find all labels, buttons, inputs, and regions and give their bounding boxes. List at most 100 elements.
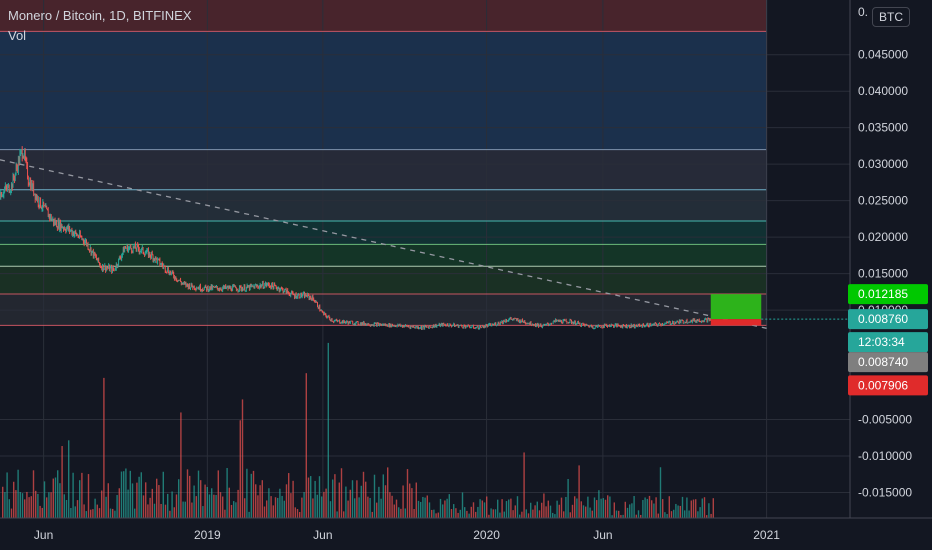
- volume-bar: [303, 492, 305, 518]
- volume-bar: [657, 513, 659, 518]
- volume-bar: [446, 498, 448, 518]
- time-tick-label: Jun: [313, 528, 332, 542]
- volume-bar: [464, 507, 466, 518]
- volume-bar: [230, 504, 233, 518]
- currency-badge[interactable]: BTC: [872, 7, 910, 27]
- volume-bar: [274, 497, 277, 518]
- volume-bar: [70, 507, 72, 518]
- volume-bar: [567, 479, 569, 518]
- volume-bar: [459, 509, 461, 518]
- volume-bar: [483, 502, 486, 518]
- volume-bar: [677, 505, 679, 518]
- volume-bar: [525, 509, 527, 518]
- volume-bar: [497, 499, 499, 518]
- volume-bar: [312, 498, 314, 518]
- volume-bar: [466, 510, 468, 518]
- volume-bar: [244, 498, 246, 518]
- volume-bar: [481, 500, 483, 518]
- volume-bar: [659, 467, 662, 518]
- volume-bar: [63, 494, 65, 518]
- volume-bar: [582, 505, 585, 518]
- volume-bar: [448, 494, 450, 518]
- volume-bar: [19, 492, 21, 518]
- price-tick-label: 0.: [858, 5, 868, 19]
- volume-bar: [200, 480, 202, 518]
- volume-bar: [340, 468, 343, 518]
- price-label-bg-prev: [848, 352, 928, 373]
- volume-bar: [633, 496, 635, 518]
- volume-bar: [523, 452, 525, 518]
- volume-bar: [8, 499, 10, 518]
- volume-bar: [184, 501, 186, 518]
- volume-bar: [578, 465, 580, 518]
- grid: [0, 0, 850, 518]
- volume-bar: [527, 513, 530, 518]
- volume-bar: [556, 500, 558, 518]
- volume-bar: [305, 373, 307, 518]
- volume-bar: [398, 507, 400, 518]
- volume-bar: [120, 471, 123, 518]
- volume-bar: [338, 482, 340, 518]
- volume-bar: [395, 499, 398, 518]
- volume-bar: [406, 469, 409, 518]
- volume-bar: [679, 505, 681, 518]
- volume-bar: [712, 498, 714, 518]
- volume-bar: [635, 514, 637, 518]
- volume-bar: [347, 500, 349, 518]
- volume-bar: [541, 502, 543, 518]
- volume-bar: [233, 501, 235, 518]
- volume-bar: [391, 495, 393, 518]
- volume-row[interactable]: Vol: [8, 26, 192, 46]
- volume-bar: [655, 497, 657, 518]
- volume-bar: [472, 502, 475, 518]
- volume-bar: [453, 504, 455, 518]
- price-tick-label: 0.040000: [858, 84, 908, 98]
- volume-bar: [492, 509, 494, 518]
- volume-bar: [138, 476, 140, 518]
- volume-bar: [675, 503, 677, 518]
- volume-bar: [215, 495, 217, 518]
- volume-bar: [455, 508, 457, 518]
- volume-bar: [116, 495, 118, 518]
- volume-bar: [296, 508, 299, 518]
- volume-bar: [593, 497, 596, 518]
- volume-bar: [279, 488, 281, 518]
- volume-bar: [508, 499, 510, 518]
- symbol-row[interactable]: Monero / Bitcoin, 1D, BITFINEX: [8, 6, 192, 26]
- volume-bar: [101, 490, 103, 518]
- time-tick-label: 2019: [194, 528, 221, 542]
- volume-bar: [131, 483, 134, 518]
- volume-bar: [290, 493, 292, 518]
- volume-bar: [532, 509, 534, 518]
- volume-bar: [30, 496, 32, 518]
- volume-bar: [624, 501, 626, 518]
- volume-bar: [516, 496, 519, 518]
- volume-bar: [204, 484, 206, 518]
- volume-bar: [193, 485, 195, 518]
- volume-bar: [325, 488, 327, 518]
- volume-bar: [536, 501, 538, 518]
- volume-bar: [39, 505, 41, 518]
- volume-bar: [281, 495, 283, 518]
- volume-bar: [48, 492, 50, 518]
- volume-bar: [437, 512, 439, 518]
- time-tick-label: 2021: [753, 528, 780, 542]
- volume-bar: [13, 481, 15, 518]
- volume-bar: [602, 498, 604, 518]
- volume-bar: [191, 502, 193, 518]
- volume-bar: [307, 477, 310, 518]
- volume-bar: [351, 480, 354, 518]
- volume-bar: [57, 470, 59, 518]
- long-position-box: [710, 294, 850, 326]
- volume-bar: [182, 501, 184, 518]
- volume-bar: [433, 509, 435, 518]
- volume-bar: [486, 496, 488, 518]
- volume-bar: [589, 507, 591, 518]
- volume-bar: [653, 503, 655, 518]
- volume-bar: [607, 495, 609, 518]
- volume-bar: [439, 498, 442, 518]
- volume-bar: [52, 478, 54, 518]
- volume-bar: [197, 470, 200, 518]
